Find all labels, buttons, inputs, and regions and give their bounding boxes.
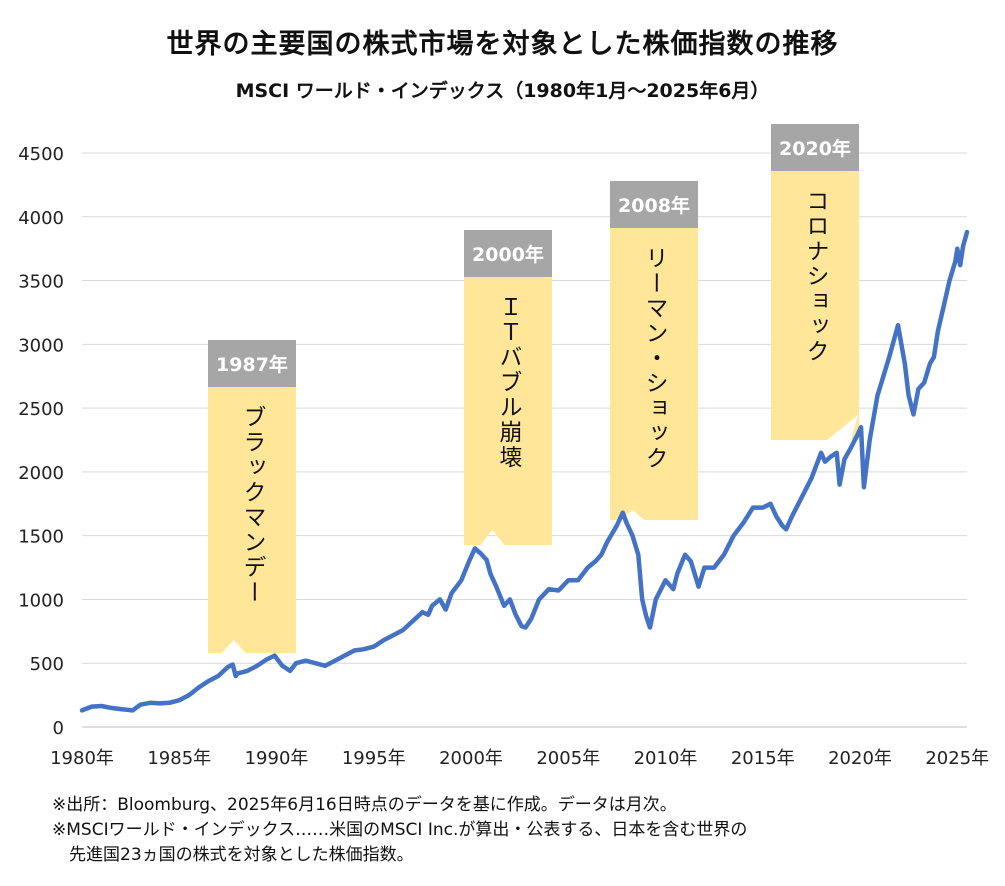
note-definition: ※MSCIワールド・インデックス……米国のMSCI Inc.が算出・公表する、日… <box>52 820 748 840</box>
chart-title: 世界の主要国の株式市場を対象とした株価指数の推移 <box>166 29 839 60</box>
callout-event-label: ブラックマンデー <box>239 405 265 605</box>
y-tick-label: 500 <box>30 654 64 675</box>
callout-year-label: 1987年 <box>216 353 288 376</box>
callout-header <box>464 230 552 277</box>
x-tick-label: 1980年 <box>50 748 114 769</box>
note-source: ※出所：Bloomburg、2025年6月16日時点のデータを基に作成。データは… <box>52 795 677 815</box>
callout-body <box>771 171 859 440</box>
callout-header <box>610 181 698 228</box>
x-tick-label: 2000年 <box>439 748 503 769</box>
y-tick-label: 4500 <box>18 144 64 165</box>
y-tick-label: 3500 <box>18 272 64 293</box>
callout-year-label: 2000年 <box>472 243 544 266</box>
source-notes: ※出所：Bloomburg、2025年6月16日時点のデータを基に作成。データは… <box>52 793 747 868</box>
y-tick-label: 4000 <box>18 208 64 229</box>
callout-body <box>208 387 296 653</box>
y-tick-label: 1000 <box>18 590 64 611</box>
callout-body <box>464 277 552 545</box>
callout-year-label: 2020年 <box>779 137 851 160</box>
x-tick-label: 2005年 <box>536 748 600 769</box>
series-line <box>79 229 970 713</box>
y-tick-label: 0 <box>53 718 64 739</box>
y-tick-label: 2000 <box>18 463 64 484</box>
callout-header <box>771 124 859 171</box>
callout-event-label: ＩＴバブル崩壊 <box>495 295 523 470</box>
callout-event-label: コロナショック <box>802 189 828 364</box>
x-tick-label: 1990年 <box>245 748 309 769</box>
note-definition-continued: 先進国23ヵ国の株式を対象とした株価指数。 <box>69 845 414 865</box>
y-tick-label: 1500 <box>18 527 64 548</box>
y-tick-label: 3000 <box>18 335 64 356</box>
callout-header <box>208 340 296 387</box>
y-tick-label: 2500 <box>18 399 64 420</box>
x-tick-label: 2025年 <box>925 748 989 769</box>
x-tick-label: 1995年 <box>342 748 406 769</box>
x-tick-label: 2010年 <box>634 748 698 769</box>
callout-event-label: リーマン・ショック <box>641 246 667 471</box>
x-tick-label: 2015年 <box>731 748 795 769</box>
callout-body <box>610 228 698 520</box>
x-tick-label: 2020年 <box>828 748 892 769</box>
callout-year-label: 2008年 <box>618 194 690 217</box>
x-tick-label: 1985年 <box>147 748 211 769</box>
chart-subtitle: MSCI ワールド・インデックス（1980年1月～2025年6月） <box>235 80 770 102</box>
